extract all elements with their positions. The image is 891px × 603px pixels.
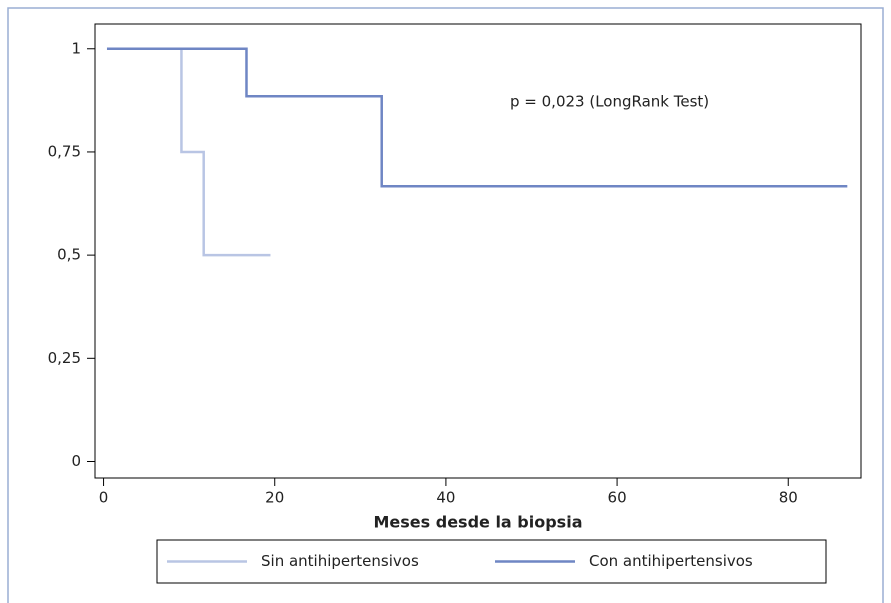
x-tick-label: 40 xyxy=(436,489,455,507)
y-tick-label: 0,75 xyxy=(48,142,81,160)
frame xyxy=(7,7,884,603)
x-tick-label: 80 xyxy=(779,489,798,507)
annotation: p = 0,023 (LongRank Test) xyxy=(510,93,709,111)
y-tick-label: 0,25 xyxy=(48,349,81,367)
legend-label: Sin antihipertensivos xyxy=(261,552,419,570)
x-axis-label: Meses desde la biopsia xyxy=(374,513,583,532)
y-tick-label: 0,5 xyxy=(57,246,81,264)
plot-area xyxy=(94,23,862,479)
y-tick-label: 0 xyxy=(71,452,81,470)
y-tick-label: 1 xyxy=(71,39,81,57)
legend-label: Con antihipertensivos xyxy=(589,552,753,570)
legend xyxy=(156,539,827,584)
x-tick-label: 60 xyxy=(608,489,627,507)
x-tick-label: 0 xyxy=(99,489,109,507)
x-tick-label: 20 xyxy=(265,489,284,507)
survival-line xyxy=(106,47,848,188)
